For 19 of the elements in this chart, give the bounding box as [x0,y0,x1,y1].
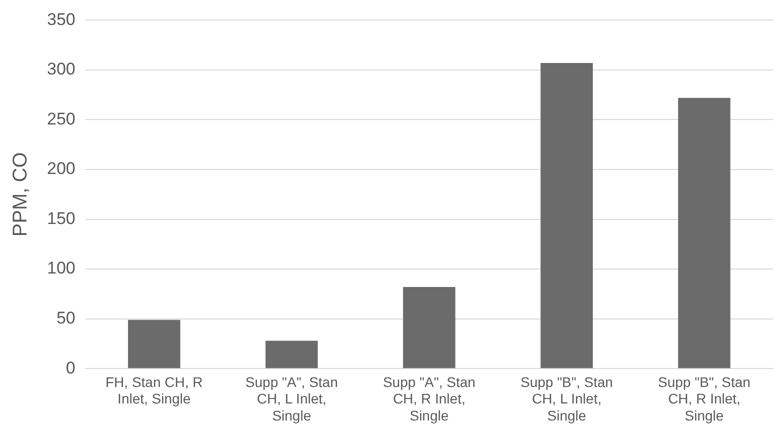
x-tick-label: FH, Stan CH, R Inlet, Single [106,374,203,407]
bar [678,98,730,368]
bar [403,286,456,368]
y-tick-label: 50 [56,308,76,328]
bar [266,340,318,368]
y-tick-label: 100 [46,258,76,278]
y-tick-label: 200 [46,159,76,178]
y-axis-title: PPM, CO [10,152,32,237]
bar [128,320,180,368]
x-tick-label: Supp "A", Stan CH, L Inlet, Single [245,374,338,424]
y-tick-label: 150 [46,208,76,228]
y-tick-label: 350 [46,10,76,29]
y-tick-label: 300 [46,60,76,79]
y-tick-label: 0 [66,358,76,378]
x-tick-label: Supp "A", Stan CH, R Inlet, Single [382,374,476,424]
x-tick-label: Supp "B", Stan CH, R Inlet, Single [658,374,750,424]
x-tick-label: Supp "B", Stan CH, L Inlet, Single [520,374,613,424]
bar [540,63,593,368]
y-tick-label: 250 [46,109,76,128]
